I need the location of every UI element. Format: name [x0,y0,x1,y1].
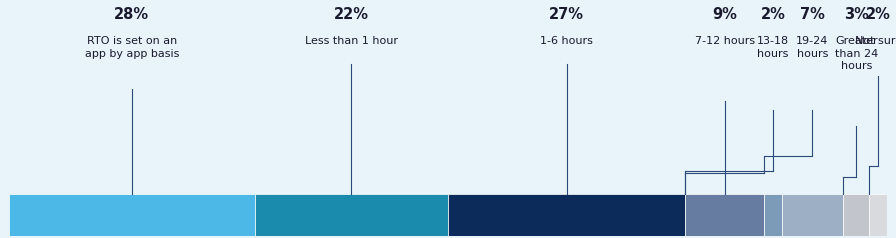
Text: Not sure: Not sure [855,36,896,46]
Text: 19-24
hours: 19-24 hours [797,36,829,59]
Text: 1-6 hours: 1-6 hours [540,36,593,46]
Text: Less than 1 hour: Less than 1 hour [305,36,398,46]
Bar [869,194,887,236]
Text: 2%: 2% [761,7,785,22]
Bar [685,194,764,236]
Text: 7-12 hours: 7-12 hours [694,36,754,46]
Bar [781,194,843,236]
Bar [448,194,685,236]
Text: 7%: 7% [800,7,825,22]
Text: 3%: 3% [844,7,869,22]
Bar [9,194,254,236]
Text: 27%: 27% [549,7,584,22]
Text: Greater
than 24
hours: Greater than 24 hours [835,36,878,71]
Text: 9%: 9% [712,7,737,22]
Text: 28%: 28% [115,7,150,22]
Bar [843,194,869,236]
Text: RTO is set on an
app by app basis: RTO is set on an app by app basis [85,36,179,59]
Text: 22%: 22% [334,7,369,22]
Bar [764,194,781,236]
Text: 2%: 2% [866,7,891,22]
Bar [254,194,448,236]
Text: 13-18
hours: 13-18 hours [757,36,789,59]
